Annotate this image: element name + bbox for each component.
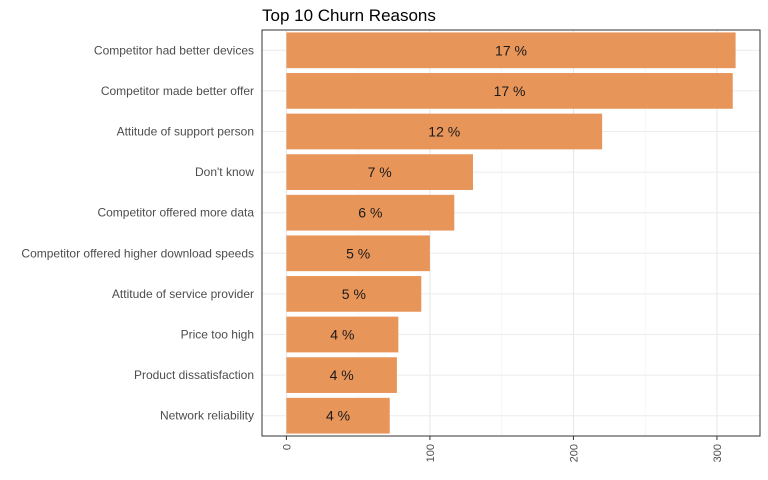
bar (286, 357, 397, 393)
data-label: 4 % (326, 408, 350, 424)
y-tick-label: Competitor had better devices (94, 43, 254, 57)
chart-title: Top 10 Churn Reasons (262, 6, 436, 25)
panel-border (261, 29, 761, 437)
x-tick-label: 300 (712, 444, 724, 462)
data-label: 7 % (368, 164, 392, 180)
x-tick-label: 100 (425, 444, 437, 462)
data-label: 4 % (330, 367, 354, 383)
bar (286, 73, 733, 109)
y-tick-label: Competitor offered higher download speed… (21, 246, 254, 260)
data-label: 5 % (346, 245, 370, 261)
bar (286, 397, 390, 434)
data-label: 5 % (342, 286, 366, 302)
bar (286, 32, 736, 69)
y-tick-label: Product dissatisfaction (134, 368, 254, 382)
y-tick-label: Attitude of service provider (112, 287, 254, 301)
y-tick-label: Network reliability (160, 409, 254, 423)
bar (286, 316, 399, 353)
data-label: 17 % (494, 83, 526, 99)
y-tick-label: Competitor offered more data (97, 206, 254, 220)
y-tick-label: Price too high (181, 328, 254, 342)
bar (286, 276, 422, 312)
data-label: 4 % (330, 327, 354, 343)
data-label: 17 % (495, 42, 527, 58)
bar (286, 154, 473, 190)
bar (286, 194, 455, 231)
x-tick-label: 200 (568, 444, 580, 462)
data-label: 12 % (428, 124, 460, 140)
y-tick-label: Competitor made better offer (101, 84, 254, 98)
bar (286, 113, 603, 150)
data-label: 6 % (358, 205, 382, 221)
y-tick-label: Don't know (195, 165, 254, 179)
y-tick-label: Attitude of support person (117, 125, 254, 139)
x-tick-label: 0 (281, 444, 293, 450)
bar (286, 235, 430, 272)
